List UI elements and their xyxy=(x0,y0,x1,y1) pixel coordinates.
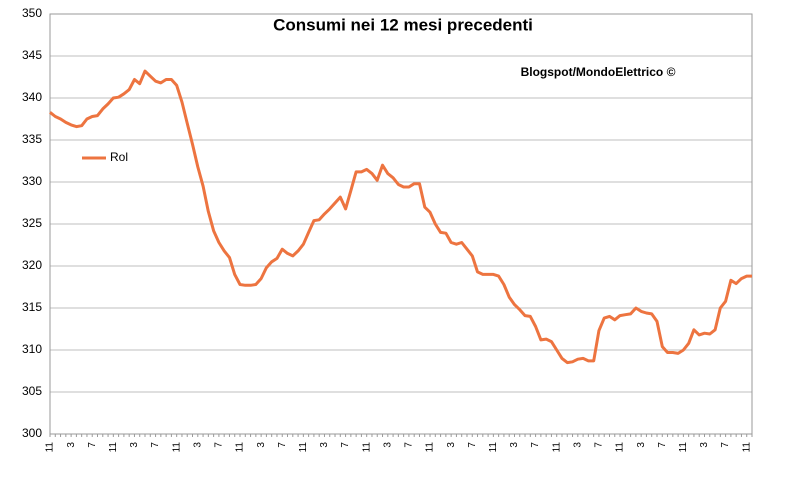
x-tick-label: 7 xyxy=(404,442,415,448)
y-tick-label: 300 xyxy=(22,426,42,440)
x-tick-label: 11 xyxy=(425,442,436,453)
x-tick-label: 7 xyxy=(277,442,288,448)
x-tick-label: 3 xyxy=(446,442,457,448)
x-tick-label: 3 xyxy=(319,442,330,448)
chart-title: Consumi nei 12 mesi precedenti xyxy=(273,15,533,34)
x-tick-label: 7 xyxy=(594,442,605,448)
x-tick-label: 3 xyxy=(192,442,203,448)
x-tick-label: 11 xyxy=(678,442,689,453)
x-tick-label: 11 xyxy=(615,442,626,453)
y-tick-label: 325 xyxy=(22,216,42,230)
x-tick-label: 11 xyxy=(361,442,372,453)
x-tick-label: 11 xyxy=(741,442,752,453)
y-tick-label: 315 xyxy=(22,300,42,314)
x-tick-label: 7 xyxy=(530,442,541,448)
x-tick-label: 7 xyxy=(657,442,668,448)
plot-border xyxy=(49,13,753,435)
legend-label: Rol xyxy=(110,150,128,164)
x-tick-label: 7 xyxy=(150,442,161,448)
x-tick-label: 3 xyxy=(572,442,583,448)
x-tick-label: 7 xyxy=(214,442,225,448)
x-tick-label: 3 xyxy=(66,442,77,448)
y-tick-label: 330 xyxy=(22,174,42,188)
x-tick-label: 7 xyxy=(340,442,351,448)
x-tick-label: 3 xyxy=(636,442,647,448)
annotation: Blogspot/MondoElettrico © xyxy=(521,65,676,79)
y-tick-label: 335 xyxy=(22,132,42,146)
data-line xyxy=(49,69,752,365)
x-tick-label: 11 xyxy=(551,442,562,453)
x-tick-label: 11 xyxy=(488,442,499,453)
y-tick-label: 305 xyxy=(22,384,42,398)
x-tick-label: 3 xyxy=(382,442,393,448)
y-tick-label: 320 xyxy=(22,258,42,272)
x-tick-label: 3 xyxy=(129,442,140,448)
y-tick-label: 350 xyxy=(22,6,42,20)
x-tick-label: 3 xyxy=(699,442,710,448)
y-tick-label: 340 xyxy=(22,90,42,104)
x-tick-label: 11 xyxy=(171,442,182,453)
x-tick-label: 11 xyxy=(108,442,119,453)
x-tick-label: 11 xyxy=(298,442,309,453)
x-tick-label: 7 xyxy=(467,442,478,448)
y-tick-label: 310 xyxy=(22,342,42,356)
x-tick-label: 7 xyxy=(87,442,98,448)
x-tick-label: 7 xyxy=(720,442,731,448)
y-tick-label: 345 xyxy=(22,48,42,62)
x-tick-label: 11 xyxy=(235,442,246,453)
x-tick-label: 11 xyxy=(45,442,56,453)
x-tick-label: 3 xyxy=(509,442,520,448)
x-tick-label: 3 xyxy=(256,442,267,448)
